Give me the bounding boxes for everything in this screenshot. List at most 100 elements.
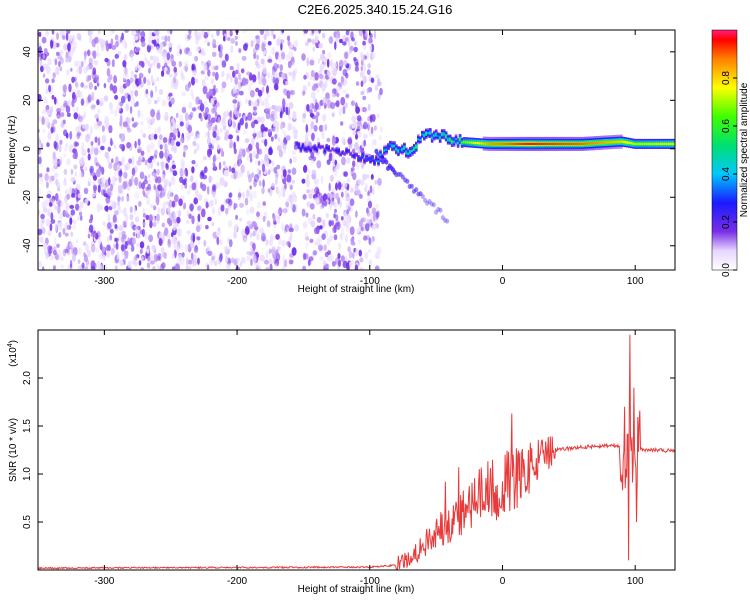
spectrogram-noise-cell [155, 196, 160, 205]
spectrogram-tone-cell [295, 142, 299, 145]
spectrogram-noise-cell [69, 217, 73, 225]
spectrogram-noise-cell [47, 209, 51, 217]
spectrogram-noise-cell [218, 51, 223, 59]
spectrogram-noise-cell [322, 219, 326, 229]
spectrogram-tone-cell [574, 142, 577, 145]
spectrogram-drift-cell [418, 191, 423, 197]
spectrogram-noise-cell [196, 220, 200, 227]
spectrogram-noise-cell [345, 30, 350, 36]
spectrogram-noise-cell [207, 130, 210, 138]
spectrogram-noise-cell [281, 240, 286, 247]
spectrogram-noise-cell [58, 231, 62, 238]
spectrogram-noise-cell [285, 106, 289, 116]
spectrogram-noise-cell [150, 108, 156, 118]
spectrogram-noise-cell [252, 253, 257, 262]
spectrogram-noise-cell [161, 162, 165, 171]
spectrogram-noise-cell [185, 257, 189, 267]
spectrogram-tone-cell [371, 157, 374, 160]
spectrogram-noise-cell [77, 259, 81, 264]
spectrogram-noise-cell [117, 200, 120, 206]
spectrogram-noise-cell [201, 208, 206, 218]
spectrogram-noise-cell [97, 236, 102, 245]
spectrogram-tone-cell [442, 133, 446, 136]
spectrogram-noise-cell [187, 190, 191, 195]
spectrogram-noise-cell [344, 37, 349, 42]
spectrogram-noise-cell [304, 133, 308, 140]
spectrogram-noise-cell [359, 71, 365, 78]
spectrogram-noise-cell [72, 224, 77, 231]
spectrogram-tone-cell [657, 142, 661, 145]
spectrogram-noise-cell [66, 224, 72, 230]
spectrogram-noise-cell [79, 91, 83, 100]
spectrogram-noise-cell [244, 197, 249, 206]
spectrogram-noise-cell [42, 53, 45, 60]
spectrogram-noise-cell [253, 106, 257, 111]
spectrogram-tone-cell [514, 142, 518, 145]
spectrogram-noise-cell [311, 85, 317, 92]
spectrogram-noise-cell [84, 124, 89, 132]
spectrogram-noise-cell [249, 192, 253, 202]
spectrogram-noise-cell [119, 85, 125, 94]
spectrogram-noise-cell [281, 51, 286, 60]
spectrogram-tone-cell [598, 141, 601, 144]
spectrogram-noise-cell [95, 76, 99, 83]
spectrogram-noise-cell [288, 123, 293, 131]
spectrogram-tone-cell [550, 142, 553, 145]
spectrogram-noise-cell [95, 162, 100, 167]
spectrogram-noise-cell [319, 63, 325, 72]
spectrogram-tone-cell [494, 142, 498, 145]
spectrogram-noise-cell [99, 252, 104, 260]
spectrogram-noise-cell [313, 197, 318, 202]
spectrogram-tone-cell [632, 142, 635, 145]
spectrogram-noise-cell [161, 99, 167, 107]
spectrogram-noise-cell [140, 267, 144, 270]
spectrogram-noise-cell [150, 74, 154, 83]
spectrogram-tone-cell [331, 148, 334, 151]
spectrogram-noise-cell [50, 219, 56, 224]
spectrogram-noise-cell [195, 244, 198, 251]
spectrogram-noise-cell [161, 222, 166, 228]
spectrogram-tone-cell [510, 142, 514, 145]
spectrogram-noise-cell [271, 182, 275, 189]
spectrogram-noise-cell [87, 148, 90, 153]
spectrogram-noise-cell [219, 128, 223, 133]
spectrogram-noise-cell [44, 78, 50, 84]
spectrogram-noise-cell [276, 63, 280, 69]
spectrogram-noise-cell [313, 178, 319, 185]
spectrogram-noise-cell [330, 59, 333, 68]
spectrogram-noise-cell [223, 35, 226, 42]
spectrogram-noise-cell [162, 201, 167, 210]
spectrogram-noise-cell [147, 179, 152, 184]
spectrogram-noise-cell [126, 244, 132, 250]
spectrogram-tone-cell [630, 142, 633, 145]
spectrogram-noise-cell [294, 195, 298, 203]
spectrogram-noise-cell [316, 88, 320, 93]
spectrogram-noise-cell [119, 143, 124, 150]
spectrogram-noise-cell [134, 254, 138, 261]
spectrogram-noise-cell [345, 220, 350, 229]
spectrogram-noise-cell [207, 137, 212, 146]
spectrogram-tone-cell [472, 141, 476, 144]
spectrogram-tone-cell [333, 149, 336, 152]
spectrogram-noise-cell [367, 103, 371, 111]
spectrogram-noise-cell [310, 220, 316, 228]
spectrogram-noise-cell [159, 134, 163, 141]
spectrogram-noise-cell [159, 144, 163, 150]
spectrogram-noise-cell [59, 66, 63, 72]
spectrogram-noise-cell [314, 30, 319, 35]
spectrogram-noise-cell [279, 64, 283, 72]
snr-scale-factor: (x104) [7, 340, 19, 367]
spectrogram-noise-cell [130, 70, 135, 78]
svg-text:(x104): (x104) [7, 340, 19, 367]
spectrogram-noise-cell [76, 215, 80, 222]
spectrogram-noise-cell [49, 254, 55, 261]
spectrogram-noise-cell [267, 58, 273, 63]
spectrogram-noise-cell [75, 150, 78, 159]
spectrogram-noise-cell [335, 182, 338, 191]
spectrogram-noise-cell [230, 174, 234, 180]
spectrogram-noise-cell [311, 172, 317, 180]
spectrogram-noise-cell [166, 96, 170, 101]
spectrogram-noise-cell [79, 201, 84, 209]
spectrogram-tone-cell [651, 142, 655, 145]
spectrogram-tone-cell [421, 133, 424, 136]
